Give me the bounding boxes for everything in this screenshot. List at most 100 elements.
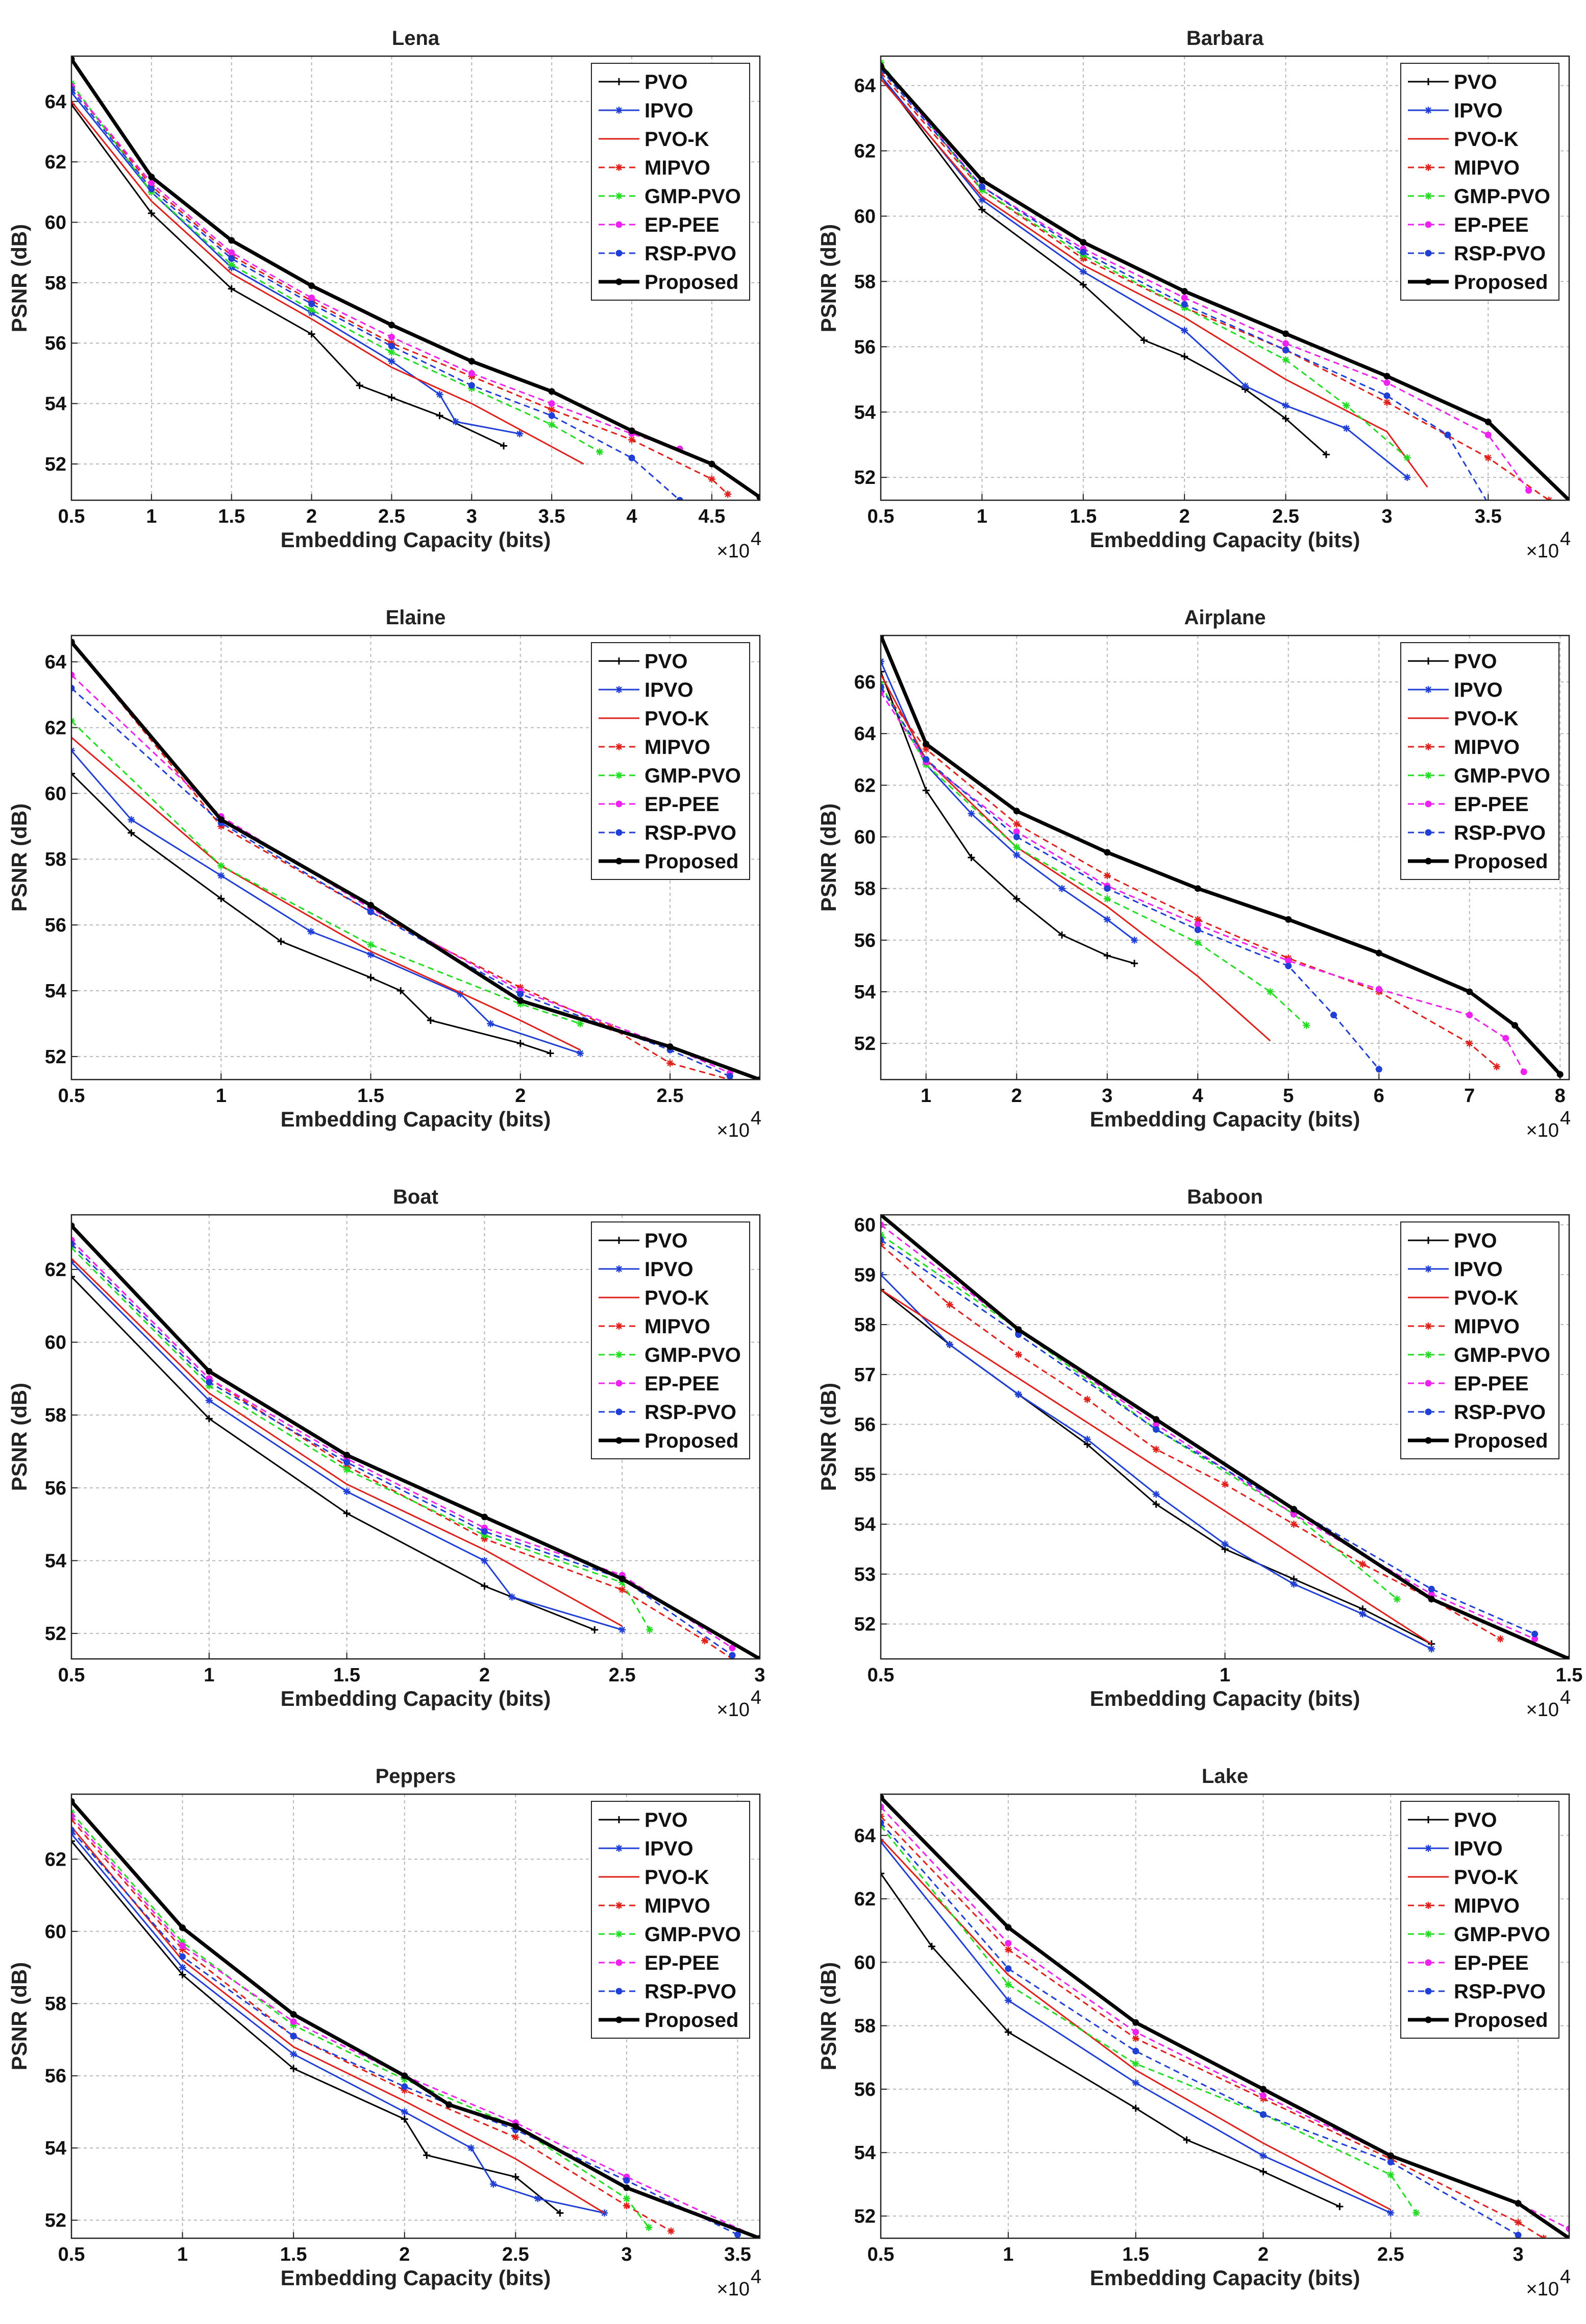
y-tick-label: 54 [45, 981, 66, 1002]
legend-label-ipvo: IPVO [645, 1258, 693, 1281]
legend-marker-ipvo [1425, 1845, 1432, 1852]
series-line-proposed [881, 64, 1569, 500]
legend-label-proposed: Proposed [1454, 2009, 1548, 2032]
series-line-proposed [881, 1215, 1569, 1659]
data-point-mipvo [343, 1462, 351, 1470]
data-point-pvo [147, 209, 155, 217]
data-point-rsp-pvo [308, 300, 315, 307]
series-line-proposed [71, 641, 760, 1080]
legend-label-pvo: PVO [645, 71, 687, 93]
y-tick-label: 56 [45, 1478, 66, 1499]
chart-title: Lake [1202, 1765, 1248, 1788]
x-tick-label: 4 [626, 506, 637, 527]
data-point-rsp-pvo [1104, 885, 1111, 892]
x-multiplier: ×10 [1526, 541, 1559, 562]
x-multiplier-exponent: 4 [1560, 528, 1571, 550]
legend-marker-mipvo [1425, 164, 1432, 171]
x-tick-label: 0.5 [868, 1665, 895, 1686]
data-point-proposed [1181, 288, 1188, 295]
data-point-mipvo [667, 2227, 675, 2235]
series-line-ep-pee [881, 692, 1525, 1072]
data-point-ep-pee [1282, 340, 1290, 347]
data-point-pvo [1259, 2168, 1267, 2175]
legend-marker-ep-pee [1425, 221, 1432, 228]
data-point-ipvo [1290, 1580, 1298, 1588]
legend-box [1400, 63, 1559, 301]
series-line-rsp-pvo [881, 1822, 1519, 2236]
data-point-proposed [512, 2123, 519, 2130]
y-tick-label: 52 [854, 1614, 876, 1635]
data-point-ep-pee [228, 249, 235, 256]
legend-marker-rsp-pvo [1425, 250, 1432, 257]
data-point-rsp-pvo [1259, 2111, 1267, 2118]
legend-marker-pvo [615, 1816, 623, 1823]
data-point-pvo [500, 442, 508, 450]
data-point-rsp-pvo [1428, 1585, 1435, 1593]
plot-frame [70, 1214, 761, 1660]
legend-label-gmp-pvo: GMP-PVO [1454, 765, 1550, 787]
legend-marker-pvo [615, 1237, 623, 1244]
legend-marker-ipvo [615, 686, 623, 693]
series-line-rsp-pvo [71, 1243, 733, 1656]
data-point-proposed [1080, 239, 1087, 246]
legend-marker-ipvo [615, 1845, 623, 1852]
y-tick-label: 52 [45, 2210, 66, 2232]
data-point-mipvo [1083, 1396, 1091, 1403]
legend-marker-mipvo [615, 164, 623, 171]
legend-label-rsp-pvo: RSP-PVO [645, 822, 736, 844]
series-line-gmp-pvo [71, 83, 601, 453]
data-point-mipvo [512, 2133, 519, 2141]
data-point-ipvo [1014, 1390, 1022, 1398]
series-line-mipvo [881, 72, 1550, 500]
data-point-rsp-pvo [1330, 1012, 1337, 1019]
legend: PVO IPVO PVO-K MIPVO GMP-PVO EP-PEE RSP-PVO Pro… [1400, 1221, 1559, 1459]
legend-label-pvo: PVO [1454, 71, 1497, 93]
y-tick-label: 64 [854, 76, 876, 97]
data-point-pvo [423, 2151, 431, 2159]
x-tick-label: 2.5 [1272, 506, 1299, 527]
data-point-rsp-pvo [1194, 926, 1201, 934]
x-tick-label: 0.5 [58, 1665, 85, 1686]
legend-marker-rsp-pvo [615, 1408, 623, 1415]
data-point-pvo [356, 382, 363, 389]
y-tick-label: 54 [45, 2138, 66, 2159]
data-point-ipvo [457, 990, 464, 998]
data-point-proposed [1132, 2019, 1139, 2026]
data-point-ep-pee [468, 370, 475, 377]
data-point-ipvo [179, 1964, 186, 1971]
data-point-proposed [628, 427, 635, 434]
legend-label-pvo-k: PVO-K [1454, 1287, 1519, 1309]
x-multiplier-exponent: 4 [1560, 1687, 1571, 1708]
x-tick-label: 5 [1283, 1085, 1294, 1107]
panel-boat: 0.5 1 1.5 2 2.5 3 52 54 56 58 60 62 Boat Embedding Ca… [7, 1186, 765, 1721]
data-point-proposed [1566, 1655, 1569, 1659]
data-point-ep-pee [179, 1942, 186, 1949]
series-line-pvo-k [881, 1838, 1391, 2211]
data-point-pvo [71, 770, 75, 777]
y-tick-label: 53 [854, 1564, 876, 1585]
legend-label-rsp-pvo: RSP-PVO [1454, 1401, 1546, 1424]
series-line-pvo-k [881, 78, 1428, 488]
legend: PVO IPVO PVO-K MIPVO GMP-PVO EP-PEE RSP-PVO Pro… [1400, 642, 1559, 880]
data-point-proposed [517, 997, 524, 1004]
x-multiplier: ×10 [717, 1699, 750, 1721]
data-point-gmp-pvo [401, 2075, 408, 2083]
data-point-ep-pee [1005, 1940, 1012, 1947]
data-point-pvo [968, 854, 975, 861]
data-point-pvo [205, 1415, 213, 1423]
y-tick-label: 60 [45, 212, 66, 234]
data-point-pvo [427, 1017, 434, 1024]
legend-label-pvo-k: PVO-K [645, 707, 709, 730]
legend-label-mipvo: MIPVO [1454, 736, 1520, 759]
panel-elaine: 0.5 1 1.5 2 2.5 52 54 56 58 60 62 64 Elaine Embedding… [7, 606, 761, 1141]
data-point-ipvo [307, 928, 315, 935]
legend-marker-gmp-pvo [1425, 192, 1432, 200]
x-tick-label: 3 [754, 1665, 765, 1686]
data-point-pvo [1183, 2136, 1191, 2144]
data-point-pvo [881, 668, 884, 675]
data-point-ipvo [1181, 327, 1188, 334]
data-point-rsp-pvo [881, 1236, 884, 1243]
x-tick-label: 1 [177, 2244, 188, 2265]
data-point-pvo [71, 1273, 75, 1281]
legend-marker-mipvo [1425, 1323, 1432, 1330]
